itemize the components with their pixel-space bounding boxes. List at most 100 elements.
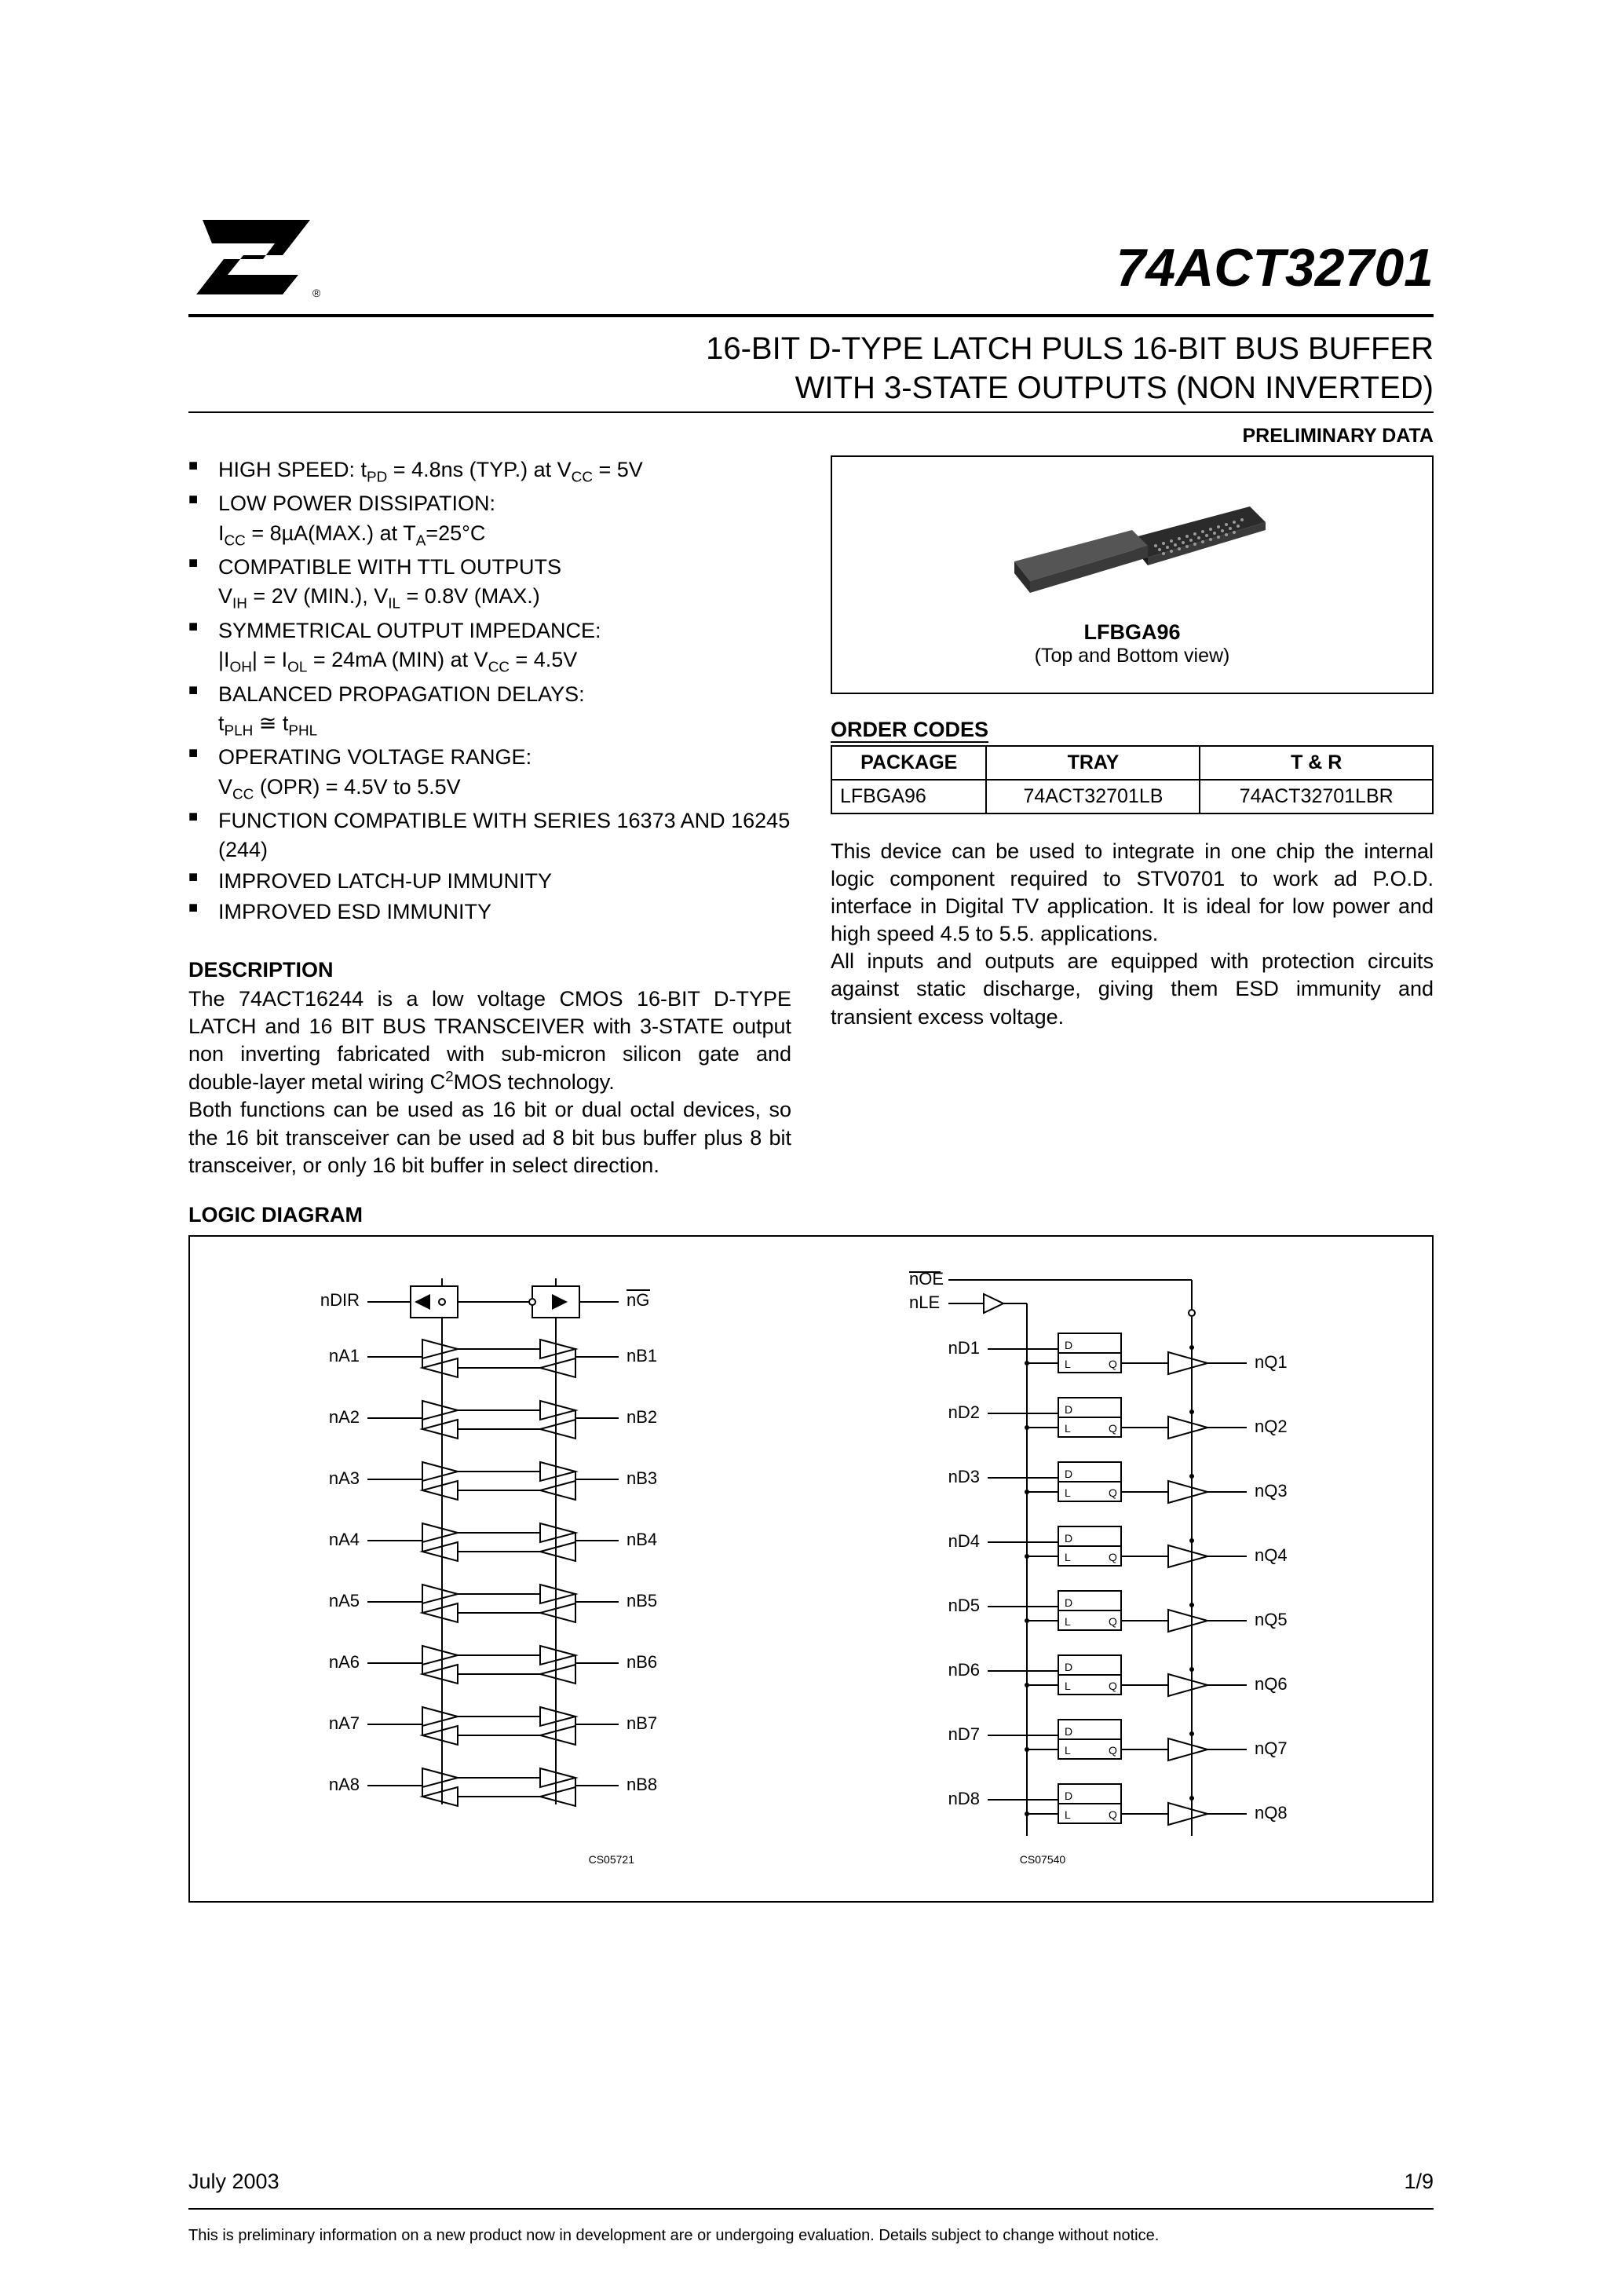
svg-text:D: D	[1065, 1596, 1072, 1609]
svg-text:Q: Q	[1109, 1551, 1117, 1563]
right-para2: All inputs and outputs are equipped with…	[831, 948, 1434, 1030]
footer-page: 1/9	[1404, 2170, 1434, 2194]
header: ® 74ACT32701	[188, 212, 1434, 298]
svg-text:L: L	[1065, 1486, 1071, 1499]
package-label: LFBGA96	[1083, 620, 1180, 645]
svg-text:Q: Q	[1109, 1744, 1117, 1757]
feature-list: HIGH SPEED: tPD = 4.8ns (TYP.) at VCC = …	[188, 455, 791, 927]
svg-text:Q: Q	[1109, 1808, 1117, 1821]
svg-text:CS07540: CS07540	[1020, 1853, 1066, 1866]
svg-text:nA8: nA8	[329, 1775, 360, 1794]
svg-text:nG: nG	[627, 1290, 649, 1310]
title-line2: WITH 3-STATE OUTPUTS (NON INVERTED)	[795, 371, 1434, 405]
footer-note: This is preliminary information on a new…	[188, 2227, 1434, 2245]
svg-text:L: L	[1065, 1615, 1071, 1628]
package-sublabel: (Top and Bottom view)	[1035, 645, 1230, 667]
order-codes-heading: ORDER CODES	[831, 718, 1434, 742]
svg-text:®: ®	[312, 287, 321, 298]
td-package: LFBGA96	[831, 780, 986, 813]
package-box: LFBGA96 (Top and Bottom view)	[831, 455, 1434, 694]
svg-text:Q: Q	[1109, 1486, 1117, 1499]
th-tr: T & R	[1200, 746, 1433, 780]
logic-diagram-box: nDIR nG n	[188, 1235, 1434, 1903]
feature-latchup: IMPROVED LATCH-UP IMMUNITY	[188, 867, 791, 896]
svg-text:L: L	[1065, 1358, 1071, 1370]
svg-text:nD1: nD1	[948, 1338, 980, 1358]
svg-text:nB6: nB6	[627, 1652, 657, 1672]
svg-text:nB3: nB3	[627, 1468, 657, 1488]
svg-text:nQ1: nQ1	[1255, 1352, 1288, 1372]
svg-text:nA1: nA1	[329, 1346, 360, 1366]
svg-text:nD5: nD5	[948, 1596, 980, 1615]
svg-text:nD8: nD8	[948, 1789, 980, 1808]
svg-text:nA4: nA4	[329, 1530, 360, 1549]
svg-text:D: D	[1065, 1532, 1072, 1545]
svg-text:Q: Q	[1109, 1680, 1117, 1692]
svg-text:D: D	[1065, 1661, 1072, 1673]
logic-diagram-heading: LOGIC DIAGRAM	[188, 1203, 1434, 1227]
svg-text:D: D	[1065, 1339, 1072, 1351]
svg-text:nB8: nB8	[627, 1775, 657, 1794]
footer-date: July 2003	[188, 2170, 279, 2194]
table-header-row: PACKAGE TRAY T & R	[831, 746, 1433, 780]
svg-text:D: D	[1065, 1725, 1072, 1738]
part-number: 74ACT32701	[1116, 237, 1434, 298]
th-package: PACKAGE	[831, 746, 986, 780]
chip-icon	[991, 483, 1273, 609]
svg-text:nQ5: nQ5	[1255, 1610, 1288, 1629]
svg-text:nD4: nD4	[948, 1531, 980, 1551]
title-block: 16-BIT D-TYPE LATCH PULS 16-BIT BUS BUFF…	[188, 329, 1434, 408]
svg-text:L: L	[1065, 1808, 1071, 1821]
preliminary-data: PRELIMINARY DATA	[188, 425, 1434, 448]
feature-ttl-compat: COMPATIBLE WITH TTL OUTPUTS VIH = 2V (MI…	[188, 553, 791, 615]
left-column: HIGH SPEED: tPD = 4.8ns (TYP.) at VCC = …	[188, 455, 791, 1179]
rule-top-thick	[188, 314, 1434, 317]
svg-text:nA3: nA3	[329, 1468, 360, 1488]
svg-text:nA6: nA6	[329, 1652, 360, 1672]
svg-text:nA7: nA7	[329, 1713, 360, 1733]
svg-text:Q: Q	[1109, 1358, 1117, 1370]
svg-text:L: L	[1065, 1744, 1071, 1757]
th-tray: TRAY	[986, 746, 1200, 780]
svg-text:L: L	[1065, 1551, 1071, 1563]
feature-function-compat: FUNCTION COMPATIBLE WITH SERIES 16373 AN…	[188, 806, 791, 865]
logic-diagram-right: nOE nLE nD1DLQnQ1nD2DLQnQ2nD3DLQnQ3nD4DL…	[846, 1263, 1333, 1875]
svg-text:D: D	[1065, 1468, 1072, 1480]
right-column: LFBGA96 (Top and Bottom view) ORDER CODE…	[831, 455, 1434, 1179]
feature-high-speed: HIGH SPEED: tPD = 4.8ns (TYP.) at VCC = …	[188, 455, 791, 488]
feature-balanced-delay: BALANCED PROPAGATION DELAYS: tPLH ≅ tPHL	[188, 680, 791, 742]
svg-text:Q: Q	[1109, 1422, 1117, 1435]
right-para1: This device can be used to integrate in …	[831, 838, 1434, 948]
svg-text:nD7: nD7	[948, 1724, 980, 1744]
svg-text:nQ3: nQ3	[1255, 1481, 1288, 1501]
footer-rule	[188, 2208, 1434, 2210]
table-row: LFBGA96 74ACT32701LB 74ACT32701LBR	[831, 780, 1433, 813]
svg-text:D: D	[1065, 1403, 1072, 1416]
svg-text:nOE: nOE	[909, 1269, 944, 1289]
svg-text:nD6: nD6	[948, 1660, 980, 1680]
feature-esd: IMPROVED ESD IMMUNITY	[188, 898, 791, 927]
svg-text:nLE: nLE	[909, 1292, 940, 1312]
svg-text:nDIR: nDIR	[320, 1290, 360, 1310]
svg-text:L: L	[1065, 1680, 1071, 1692]
feature-low-power: LOW POWER DISSIPATION: ICC = 8µA(MAX.) a…	[188, 489, 791, 551]
description-para1: The 74ACT16244 is a low voltage CMOS 16-…	[188, 985, 791, 1096]
description-para2: Both functions can be used as 16 bit or …	[188, 1096, 791, 1179]
logic-diagram-left: nDIR nG n	[289, 1263, 729, 1875]
feature-output-impedance: SYMMETRICAL OUTPUT IMPEDANCE: |IOH| = IO…	[188, 616, 791, 678]
svg-text:nB4: nB4	[627, 1530, 657, 1549]
svg-text:Q: Q	[1109, 1615, 1117, 1628]
st-logo: ®	[188, 212, 322, 298]
svg-text:nA5: nA5	[329, 1591, 360, 1610]
feature-voltage-range: OPERATING VOLTAGE RANGE: VCC (OPR) = 4.5…	[188, 743, 791, 805]
title-line1: 16-BIT D-TYPE LATCH PULS 16-BIT BUS BUFF…	[706, 331, 1434, 366]
svg-text:D: D	[1065, 1790, 1072, 1802]
svg-text:nB2: nB2	[627, 1407, 657, 1427]
svg-text:nQ8: nQ8	[1255, 1803, 1288, 1823]
rule-below-title	[188, 411, 1434, 413]
svg-text:CS05721: CS05721	[589, 1853, 635, 1866]
svg-text:nQ4: nQ4	[1255, 1545, 1288, 1565]
description-heading: DESCRIPTION	[188, 958, 791, 982]
td-tray: 74ACT32701LB	[986, 780, 1200, 813]
svg-text:nD3: nD3	[948, 1467, 980, 1486]
